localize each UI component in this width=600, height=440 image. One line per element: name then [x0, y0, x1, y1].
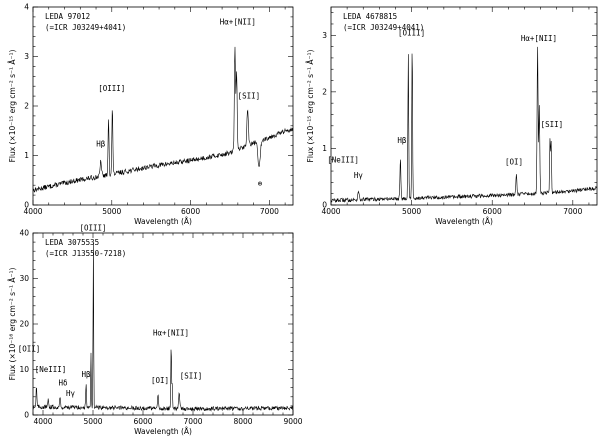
- x-axis-label: Wavelength (Å): [134, 217, 192, 226]
- emission-line-label: Hα+[NII]: [153, 328, 189, 337]
- y-tick-label: 1: [322, 144, 327, 153]
- panel-p3: 4000 5000 6000 7000 8000 9000 0 10 20 30 40 Wavelen…: [8, 224, 303, 436]
- y-tick-label: 3: [322, 31, 327, 40]
- x-tick-label: 4000: [23, 207, 42, 216]
- emission-line-label: ⊕: [258, 179, 263, 188]
- y-axis-label: Flux (×10⁻¹⁵ erg cm⁻² s⁻¹ Å⁻¹): [306, 50, 315, 163]
- plot-frame: [32, 6, 294, 206]
- x-tick-label: 6000: [181, 207, 200, 216]
- panel-title: (=ICR J13550-7218): [45, 249, 126, 258]
- y-tick-label: 30: [19, 274, 29, 283]
- x-tick-label: 4000: [33, 417, 52, 426]
- y-tick-label: 0: [24, 411, 29, 420]
- x-tick-label: 7000: [183, 417, 202, 426]
- emission-line-label: [OI]: [151, 376, 169, 385]
- emission-line-label: Hδ: [58, 378, 68, 387]
- y-tick-label: 2: [322, 88, 327, 97]
- x-tick-label: 8000: [233, 417, 252, 426]
- emission-line-label: [OI]: [505, 157, 523, 166]
- emission-line-label: [SII]: [238, 92, 261, 101]
- emission-line-label: [OIII]: [79, 224, 106, 233]
- panel-p1: 4000 5000 6000 7000 0 1 2 3 4 Wavelength (Å) Flux …: [8, 3, 294, 226]
- panel-p2: 4000 5000 6000 7000 0 1 2 3 Wavelength (Å) Flux (…: [306, 6, 598, 226]
- plot-frame: [330, 6, 598, 206]
- emission-line-label: Hβ: [81, 370, 91, 379]
- x-tick-label: 6000: [133, 417, 152, 426]
- x-tick-label: 4000: [321, 207, 340, 216]
- y-tick-label: 3: [24, 52, 29, 61]
- x-tick-label: 7000: [260, 207, 279, 216]
- panel-title: (=ICR J03249+4041): [45, 23, 126, 32]
- y-tick-label: 0: [322, 201, 327, 210]
- emission-line-label: Hα+[NII]: [220, 17, 256, 26]
- emission-line-label: Hγ: [354, 171, 364, 180]
- y-tick-label: 20: [19, 320, 29, 329]
- y-axis-label: Flux (×10⁻¹⁶ erg cm⁻² s⁻¹ Å⁻¹): [8, 268, 17, 381]
- panel-title: LEDA 4678815: [343, 12, 397, 21]
- emission-line-label: [NeIII]: [35, 365, 67, 374]
- emission-line-label: [OIII]: [398, 28, 425, 37]
- emission-line-label: [OII]: [18, 344, 41, 353]
- panel-title: LEDA 3075535: [45, 238, 99, 247]
- y-tick-label: 0: [24, 201, 29, 210]
- emission-line-label: Hα+[NII]: [521, 34, 557, 43]
- panel-title: LEDA 97012: [45, 12, 90, 21]
- emission-line-label: [SII]: [180, 372, 203, 381]
- y-tick-label: 10: [19, 365, 29, 374]
- x-tick-label: 5000: [83, 417, 102, 426]
- y-tick-label: 40: [19, 229, 29, 238]
- x-tick-label: 5000: [102, 207, 121, 216]
- y-tick-label: 4: [24, 3, 29, 12]
- spectrum-line: [33, 46, 293, 193]
- x-tick-label: 7000: [563, 207, 582, 216]
- x-axis-label: Wavelength (Å): [134, 427, 192, 436]
- x-tick-label: 5000: [402, 207, 421, 216]
- emission-line-label: [NeIII]: [327, 156, 359, 165]
- x-axis-label: Wavelength (Å): [435, 217, 493, 226]
- x-tick-label: 9000: [283, 417, 302, 426]
- emission-line-label: [OIII]: [98, 84, 125, 93]
- spectrum-line: [33, 243, 293, 412]
- y-axis-label: Flux (×10⁻¹⁵ erg cm⁻² s⁻¹ Å⁻¹): [8, 50, 17, 163]
- emission-line-label: Hβ: [397, 136, 407, 145]
- y-tick-label: 1: [24, 151, 29, 160]
- plot-frame: [32, 232, 294, 416]
- spectrum-line: [331, 46, 597, 203]
- panel-title: (=ICR J03249+4041): [343, 23, 424, 32]
- y-tick-label: 2: [24, 102, 29, 111]
- emission-line-label: Hβ: [96, 140, 106, 149]
- emission-line-label: Hγ: [66, 389, 76, 398]
- x-tick-label: 6000: [483, 207, 502, 216]
- emission-line-label: [SII]: [541, 120, 564, 129]
